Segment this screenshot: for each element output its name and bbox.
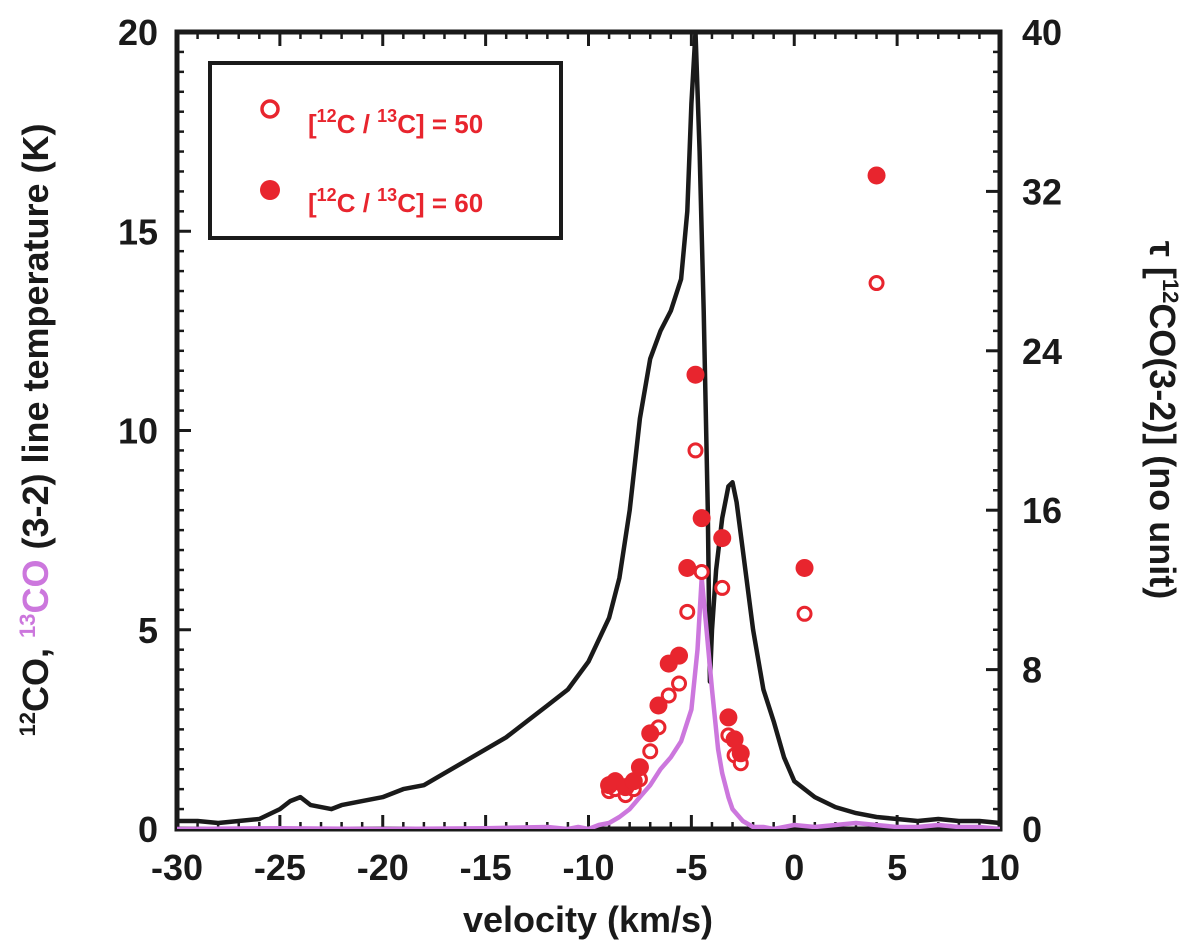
- x-axis-title: velocity (km/s): [463, 899, 713, 940]
- data-point-ratio-60: [731, 744, 750, 763]
- data-point-ratio-60: [670, 646, 689, 665]
- data-point-ratio-60: [641, 724, 660, 743]
- x-tick-label: 5: [887, 847, 907, 888]
- data-point-ratio-50: [693, 563, 710, 580]
- data-markers: [600, 166, 886, 804]
- legend-label-ratio-60: [12C / 13C] = 60: [308, 185, 483, 218]
- left-y-tick-label: 0: [138, 809, 158, 850]
- data-series: [177, 32, 1000, 829]
- data-point-ratio-50: [868, 275, 885, 292]
- data-point-ratio-50: [714, 579, 731, 596]
- legend-label-ratio-50: [12C / 13C] = 50: [308, 106, 483, 139]
- data-point-ratio-60: [678, 558, 697, 577]
- legend-marker-filled: [260, 180, 280, 200]
- x-tick-label: 0: [784, 847, 804, 888]
- data-point-ratio-50: [642, 743, 659, 760]
- data-point-ratio-50: [671, 675, 688, 692]
- x-tick-label: -5: [675, 847, 707, 888]
- right-y-tick-label: 8: [1022, 650, 1042, 691]
- x-tick-label: -15: [460, 847, 512, 888]
- data-point-ratio-50: [796, 605, 813, 622]
- data-point-ratio-50: [660, 687, 677, 704]
- data-point-ratio-60: [795, 558, 814, 577]
- data-point-ratio-60: [692, 509, 711, 528]
- legend-marker-open: [260, 99, 280, 119]
- x-tick-label: -25: [254, 847, 306, 888]
- data-point-ratio-60: [630, 758, 649, 777]
- left-y-tick-label: 15: [118, 211, 158, 252]
- right-y-tick-label: 32: [1022, 171, 1062, 212]
- right-y-tick-label: 16: [1022, 490, 1062, 531]
- right-y-tick-label: 40: [1022, 12, 1062, 53]
- data-point-ratio-50: [679, 603, 696, 620]
- left-y-tick-label: 5: [138, 610, 158, 651]
- co13-line: [177, 575, 1000, 829]
- right-y-tick-label: 0: [1022, 809, 1042, 850]
- data-point-ratio-60: [686, 365, 705, 384]
- left-axis-title: 12CO, 13CO (3-2) line temperature (K): [15, 123, 56, 736]
- x-tick-label: 10: [980, 847, 1020, 888]
- data-point-ratio-60: [713, 529, 732, 548]
- data-point-ratio-60: [725, 730, 744, 749]
- left-y-tick-label: 10: [118, 411, 158, 452]
- data-point-ratio-60: [624, 772, 643, 791]
- legend: [12C / 13C] = 50 [12C / 13C] = 60: [208, 61, 563, 240]
- data-point-ratio-60: [719, 708, 738, 727]
- left-y-tick-label: 20: [118, 12, 158, 53]
- data-point-ratio-60: [867, 166, 886, 185]
- x-tick-label: -20: [357, 847, 409, 888]
- data-point-ratio-50: [687, 442, 704, 459]
- x-tick-label: -30: [151, 847, 203, 888]
- data-point-ratio-60: [649, 696, 668, 715]
- legend-box: [208, 61, 563, 240]
- x-tick-label: -10: [562, 847, 614, 888]
- right-axis-title: τ [12CO(3-2)] (no unit): [1142, 241, 1183, 599]
- right-y-tick-label: 24: [1022, 331, 1062, 372]
- co12-line: [177, 32, 1000, 826]
